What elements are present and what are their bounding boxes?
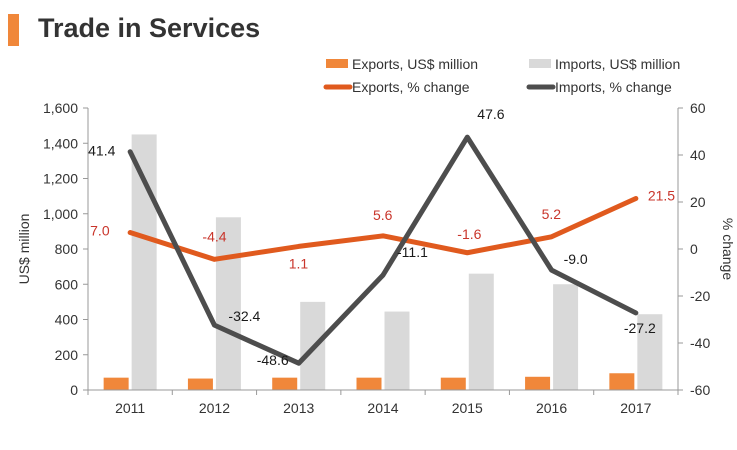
x-tick-label: 2014 <box>367 400 398 416</box>
left-tick-label: 200 <box>55 347 79 363</box>
x-tick-label: 2017 <box>620 400 651 416</box>
imports-change-label: -9.0 <box>564 251 588 267</box>
y-axis-title: US$ million <box>16 214 32 285</box>
exports-bar <box>272 377 298 390</box>
imports-bar <box>384 311 410 390</box>
legend-swatch <box>529 59 551 68</box>
legend-label: Imports, % change <box>555 79 672 95</box>
exports-change-label: 1.1 <box>289 255 309 271</box>
exports-change-label: 7.0 <box>90 223 110 239</box>
bar-series <box>103 134 663 390</box>
title-accent-bar <box>8 14 19 46</box>
imports-change-label: -32.4 <box>228 308 260 324</box>
legend-swatch <box>326 59 348 68</box>
legend-label: Exports, % change <box>352 79 470 95</box>
left-tick-label: 400 <box>55 312 79 328</box>
x-tick-label: 2013 <box>283 400 314 416</box>
exports-bar <box>187 378 213 390</box>
left-tick-label: 600 <box>55 276 79 292</box>
imports-bar <box>637 314 663 390</box>
chart-legend: Exports, US$ million Imports, US$ million… <box>323 56 680 95</box>
exports-bar <box>525 376 551 390</box>
x-tick-label: 2016 <box>536 400 567 416</box>
imports-change-line <box>127 134 639 366</box>
x-tick-label: 2012 <box>199 400 230 416</box>
exports-change-label: -1.6 <box>457 226 481 242</box>
page-title: Trade in Services <box>38 13 261 43</box>
imports-bar <box>215 217 241 390</box>
right-tick-label: 40 <box>690 147 706 163</box>
exports-change-line <box>127 195 639 262</box>
right-tick-label: -60 <box>690 382 710 398</box>
right-tick-label: -20 <box>690 288 710 304</box>
imports-bar <box>131 134 157 390</box>
left-tick-label: 0 <box>70 382 78 398</box>
exports-bar <box>440 377 466 390</box>
imports-change-label: -48.6 <box>257 352 289 368</box>
exports-change-label: 5.2 <box>542 206 562 222</box>
legend-label: Imports, US$ million <box>555 56 680 72</box>
right-tick-label: 20 <box>690 194 706 210</box>
exports-change-label: 5.6 <box>373 207 393 223</box>
imports-bar <box>468 273 494 390</box>
chart-axes: 02004006008001,0001,2001,4001,600-60-40-… <box>16 100 736 416</box>
exports-change-label: -4.4 <box>202 228 226 244</box>
x-tick-label: 2015 <box>452 400 483 416</box>
line-series <box>127 134 639 366</box>
data-labels: 7.0 -4.4 1.1 5.6 -1.6 5.2 21.5 41.4 -32.4 -48.6 -1… <box>88 106 675 368</box>
imports-change-label: 41.4 <box>88 143 115 159</box>
right-tick-label: 0 <box>690 241 698 257</box>
right-tick-label: 60 <box>690 100 706 116</box>
left-tick-label: 800 <box>55 241 79 257</box>
left-tick-label: 1,000 <box>43 206 78 222</box>
left-tick-label: 1,400 <box>43 135 78 151</box>
imports-bar <box>553 284 579 390</box>
legend-label: Exports, US$ million <box>352 56 478 72</box>
y2-axis-title: % change <box>720 218 736 280</box>
x-tick-label: 2011 <box>115 400 145 416</box>
exports-bar <box>356 377 382 390</box>
imports-change-label: -27.2 <box>624 320 656 336</box>
imports-change-label: 47.6 <box>477 106 504 122</box>
right-tick-label: -40 <box>690 335 710 351</box>
left-tick-label: 1,600 <box>43 100 78 116</box>
exports-change-label: 21.5 <box>648 187 675 203</box>
exports-bar <box>103 377 129 390</box>
left-tick-label: 1,200 <box>43 171 78 187</box>
imports-change-label: -11.1 <box>397 244 428 260</box>
exports-bar <box>609 373 635 390</box>
